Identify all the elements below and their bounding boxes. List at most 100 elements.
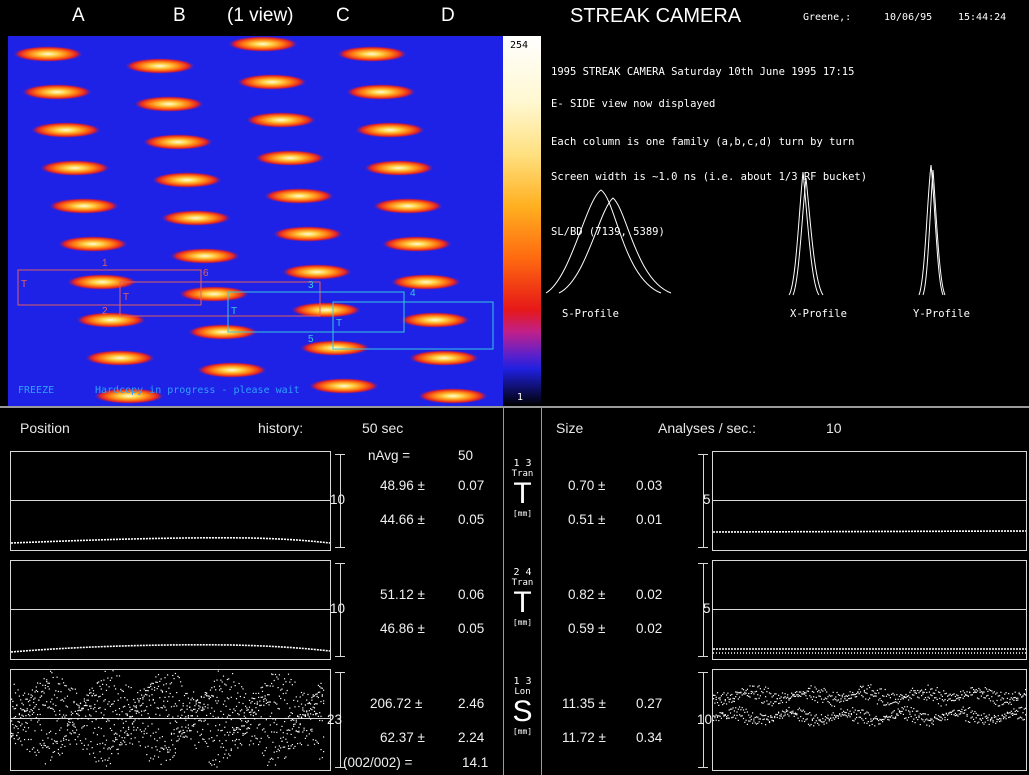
trace-point bbox=[126, 733, 128, 735]
trace-point bbox=[813, 717, 815, 719]
trace-point bbox=[44, 687, 46, 689]
trace-point bbox=[107, 719, 109, 721]
trace-point bbox=[44, 704, 46, 706]
trace-point bbox=[68, 739, 70, 741]
trace-point bbox=[172, 696, 174, 698]
trace-point bbox=[1008, 693, 1010, 695]
trace-point bbox=[186, 736, 188, 738]
streak-spot bbox=[169, 248, 241, 264]
trace-point bbox=[961, 708, 963, 710]
trace-point bbox=[286, 733, 288, 735]
trace-point bbox=[869, 697, 871, 699]
trace-point bbox=[948, 698, 950, 700]
trace-point bbox=[118, 744, 121, 746]
trace-point bbox=[40, 695, 43, 697]
trace-point bbox=[247, 709, 249, 711]
trace-point bbox=[761, 714, 763, 716]
trace-point bbox=[118, 735, 121, 737]
trace-point bbox=[241, 709, 243, 711]
trace-point bbox=[256, 703, 258, 705]
pos-row1-a-err: 0.07 bbox=[458, 478, 485, 493]
trace-point bbox=[226, 716, 228, 718]
trace-point bbox=[831, 719, 833, 721]
trace-point bbox=[986, 715, 988, 717]
trace-point bbox=[21, 709, 23, 711]
trace-point bbox=[975, 712, 977, 714]
trace-point bbox=[165, 691, 167, 693]
trace-point bbox=[167, 674, 169, 676]
streak-image-panel[interactable]: 1 2 3 4 5 6 T T T T FREEZE Hardcopy in p… bbox=[8, 36, 503, 406]
trace-point bbox=[987, 694, 989, 696]
trace-point bbox=[70, 711, 72, 713]
trace-point bbox=[87, 744, 89, 746]
trace-point bbox=[832, 699, 834, 701]
trace-point bbox=[224, 734, 226, 736]
trace-point bbox=[302, 707, 304, 709]
trace-point bbox=[155, 731, 157, 733]
trace-point bbox=[841, 694, 843, 696]
trace-point bbox=[892, 692, 894, 694]
trace-point bbox=[224, 700, 226, 702]
trace-point bbox=[945, 713, 947, 715]
roi-t-marker-2: T bbox=[123, 292, 130, 303]
trace-point bbox=[115, 739, 117, 741]
trace-point bbox=[992, 720, 994, 722]
trace-point bbox=[297, 700, 299, 702]
trace-point bbox=[843, 700, 845, 702]
trace-point bbox=[1013, 699, 1015, 701]
trace-point bbox=[147, 686, 149, 688]
trace-point bbox=[274, 746, 277, 748]
trace-point bbox=[940, 716, 942, 718]
trace-point bbox=[740, 709, 742, 711]
trace-point bbox=[152, 682, 154, 685]
trace-point bbox=[937, 715, 940, 717]
trace-point bbox=[911, 694, 914, 696]
trace-point bbox=[18, 713, 20, 715]
trace-point bbox=[811, 718, 813, 720]
trace-point bbox=[280, 689, 282, 691]
trace-point bbox=[970, 711, 972, 713]
trace-point bbox=[176, 728, 178, 730]
trace-point bbox=[264, 731, 266, 733]
trace-point bbox=[225, 749, 227, 751]
trace-point bbox=[25, 715, 27, 717]
trace-point bbox=[766, 700, 768, 702]
trace-point bbox=[99, 743, 101, 745]
trace-point bbox=[167, 749, 169, 751]
trace-point bbox=[194, 744, 196, 746]
trace-point bbox=[120, 730, 122, 732]
trace-point bbox=[202, 728, 204, 731]
trace-point bbox=[259, 700, 261, 702]
trace-point bbox=[848, 698, 850, 700]
trace-point bbox=[147, 713, 149, 715]
trace-point bbox=[216, 679, 218, 681]
trace-point bbox=[958, 709, 960, 712]
trace-point bbox=[307, 714, 309, 716]
trace-point bbox=[117, 718, 119, 720]
trace-point bbox=[908, 699, 910, 701]
trace-point bbox=[74, 726, 76, 728]
trace-point bbox=[178, 730, 180, 733]
trace-point bbox=[809, 695, 811, 697]
trace-point bbox=[291, 744, 293, 746]
trace-point bbox=[720, 717, 722, 719]
trace-point bbox=[174, 672, 176, 675]
trace-point bbox=[1017, 710, 1019, 712]
trace-point bbox=[905, 709, 907, 711]
trace-point bbox=[298, 726, 300, 729]
trace-point bbox=[252, 692, 254, 694]
trace-point bbox=[918, 715, 920, 717]
trace-point bbox=[733, 698, 735, 700]
trace-point bbox=[211, 687, 213, 689]
trace-point bbox=[323, 702, 325, 705]
trace-point bbox=[250, 723, 252, 726]
trace-point bbox=[901, 694, 903, 697]
trace-point bbox=[932, 720, 934, 722]
trace-point bbox=[118, 708, 121, 710]
trace-point bbox=[917, 689, 919, 692]
trace-point bbox=[83, 705, 85, 707]
center-kind-1: Tran bbox=[511, 469, 534, 479]
trace-point bbox=[932, 699, 934, 702]
trace-point bbox=[957, 710, 959, 712]
trace-point bbox=[183, 717, 186, 719]
